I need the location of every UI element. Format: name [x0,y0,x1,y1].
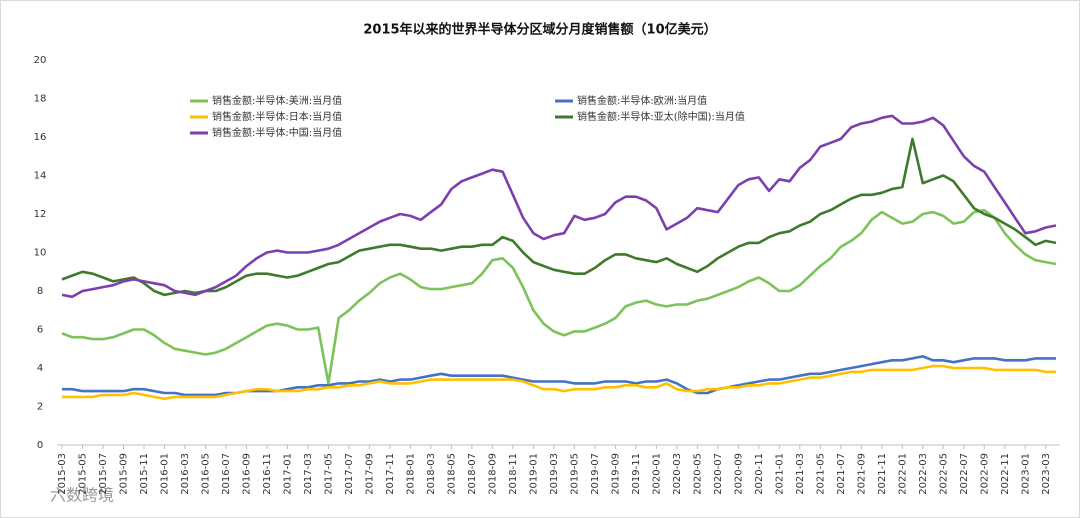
x-tick-label: 2023-03 [1041,453,1052,495]
series-line [61,137,1057,297]
y-tick-label: 0 [37,440,43,451]
series-line [61,114,1057,299]
x-tick-label: 2022-07 [959,453,970,495]
x-tick-label: 2017-09 [364,453,375,495]
x-tick-label: 2016-11 [262,453,273,495]
x-tick-label: 2021-05 [815,453,826,495]
legend-label: 销售金额:半导体:中国:当月值 [212,126,342,139]
x-tick-label: 2018-05 [446,453,457,495]
x-tick-label: 2021-11 [877,453,888,495]
x-tick-label: 2019-01 [528,453,539,495]
series-line [62,355,1056,397]
x-tick-label: 2016-05 [200,453,211,495]
x-tick-label: 2017-05 [323,453,334,495]
y-tick-label: 14 [34,171,47,182]
x-tick-label: 2015-05 [77,453,88,495]
x-tick-label: 2021-09 [856,453,867,495]
x-tick-label: 2016-01 [159,453,170,495]
x-tick-label: 2016-09 [241,453,252,495]
legend-label: 销售金额:半导体:日本:当月值 [212,110,342,123]
x-tick-label: 2022-05 [938,453,949,495]
y-tick-label: 8 [37,286,43,297]
x-tick-label: 2020-07 [713,453,724,495]
series-line [62,364,1056,401]
x-tick-label: 2017-01 [282,453,293,495]
x-tick-label: 2018-09 [487,453,498,495]
x-tick-label: 2016-07 [221,453,232,495]
y-tick-label: 20 [34,55,47,66]
y-tick-label: 4 [37,363,43,374]
x-tick-label: 2019-07 [590,453,601,495]
x-tick-label: 2015-09 [118,453,129,495]
x-tick-label: 2020-01 [651,453,662,495]
x-tick-label: 2018-01 [405,453,416,495]
x-tick-label: 2022-09 [979,453,990,495]
x-tick-label: 2021-01 [774,453,785,495]
x-tick-label: 2022-03 [918,453,929,495]
y-tick-label: 12 [34,209,47,220]
y-tick-label: 6 [37,325,43,336]
legend-label: 销售金额:半导体:欧洲:当月值 [577,94,707,107]
x-tick-label: 2023-01 [1020,453,1031,495]
y-tick-label: 10 [34,248,47,259]
chart-title: 2015年以来的世界半导体分区域分月度销售额（10亿美元） [363,22,716,38]
legend-label: 销售金额:半导体:亚太(除中国):当月值 [577,110,745,123]
x-tick-label: 2022-01 [897,453,908,495]
x-tick-label: 2022-11 [1000,453,1011,495]
x-tick-label: 2015-07 [98,453,109,495]
x-tick-label: 2020-03 [672,453,683,495]
legend-label: 销售金额:半导体:美洲:当月值 [212,94,342,107]
x-tick-label: 2015-11 [139,453,150,495]
x-tick-label: 2015-03 [57,453,68,495]
x-tick-label: 2018-11 [508,453,519,495]
x-tick-label: 2018-07 [467,453,478,495]
x-tick-label: 2021-03 [795,453,806,495]
x-tick-label: 2018-03 [426,453,437,495]
watermark: 六数跨境 [50,486,114,505]
x-tick-label: 2019-11 [631,453,642,495]
x-tick-label: 2019-05 [569,453,580,495]
y-tick-label: 18 [34,94,47,105]
x-tick-label: 2017-11 [385,453,396,495]
x-tick-label: 2021-07 [836,453,847,495]
x-tick-label: 2017-07 [344,453,355,495]
y-tick-label: 2 [37,402,43,413]
x-tick-label: 2020-09 [733,453,744,495]
x-tick-label: 2016-03 [180,453,191,495]
series-line [61,208,1057,385]
y-tick-label: 16 [34,132,47,143]
x-tick-label: 2019-03 [549,453,560,495]
x-tick-label: 2020-05 [692,453,703,495]
x-tick-label: 2020-11 [754,453,765,495]
x-tick-label: 2017-03 [303,453,314,495]
x-tick-label: 2019-09 [610,453,621,495]
